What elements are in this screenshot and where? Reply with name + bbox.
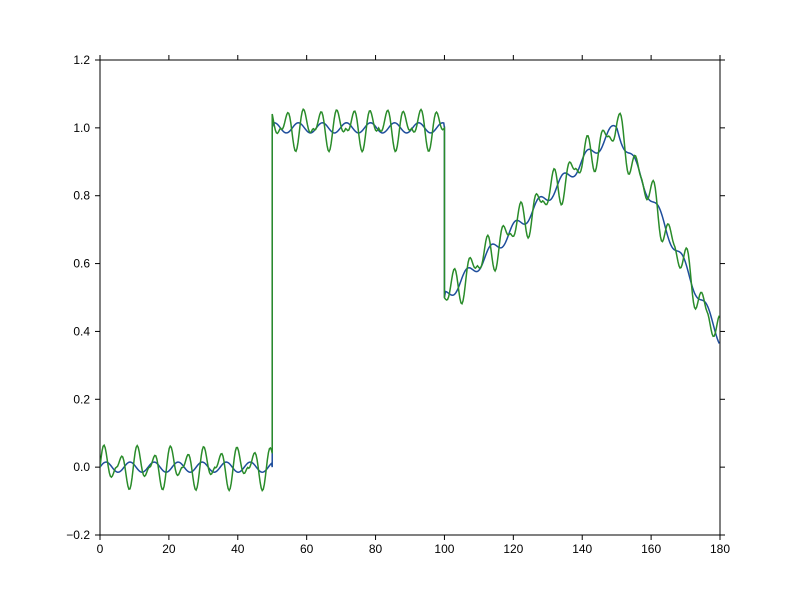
y-tick-label: 0.6 [73,257,90,271]
x-tick-label: 60 [300,542,314,556]
chart-container: 0 20 40 60 80 100 120 140 160 180 −0.2 0.0 0.2 0.4 0.6… [0,0,800,595]
x-tick-label: 120 [503,542,523,556]
x-tick-label: 40 [231,542,245,556]
series-green-line [100,109,719,490]
chart-svg: 0 20 40 60 80 100 120 140 160 180 −0.2 0.0 0.2 0.4 0.6… [0,0,800,595]
x-tick-label: 140 [572,542,592,556]
y-tick-label: 0.4 [73,324,90,338]
y-tick-label: −0.2 [66,528,90,542]
y-tick-label: 0.0 [73,460,90,474]
y-tick-label: 1.0 [73,121,90,135]
x-tick-label: 100 [434,542,454,556]
x-tick-label: 20 [162,542,176,556]
y-tick-label: 0.2 [73,392,90,406]
y-tick-label: 0.8 [73,189,90,203]
x-tick-label: 80 [369,542,383,556]
x-tick-label: 160 [641,542,661,556]
x-tick-label: 180 [710,542,730,556]
x-tick-label: 0 [97,542,104,556]
plot-area [100,109,719,490]
series-blue-line [100,123,719,472]
y-tick-label: 1.2 [73,53,90,67]
